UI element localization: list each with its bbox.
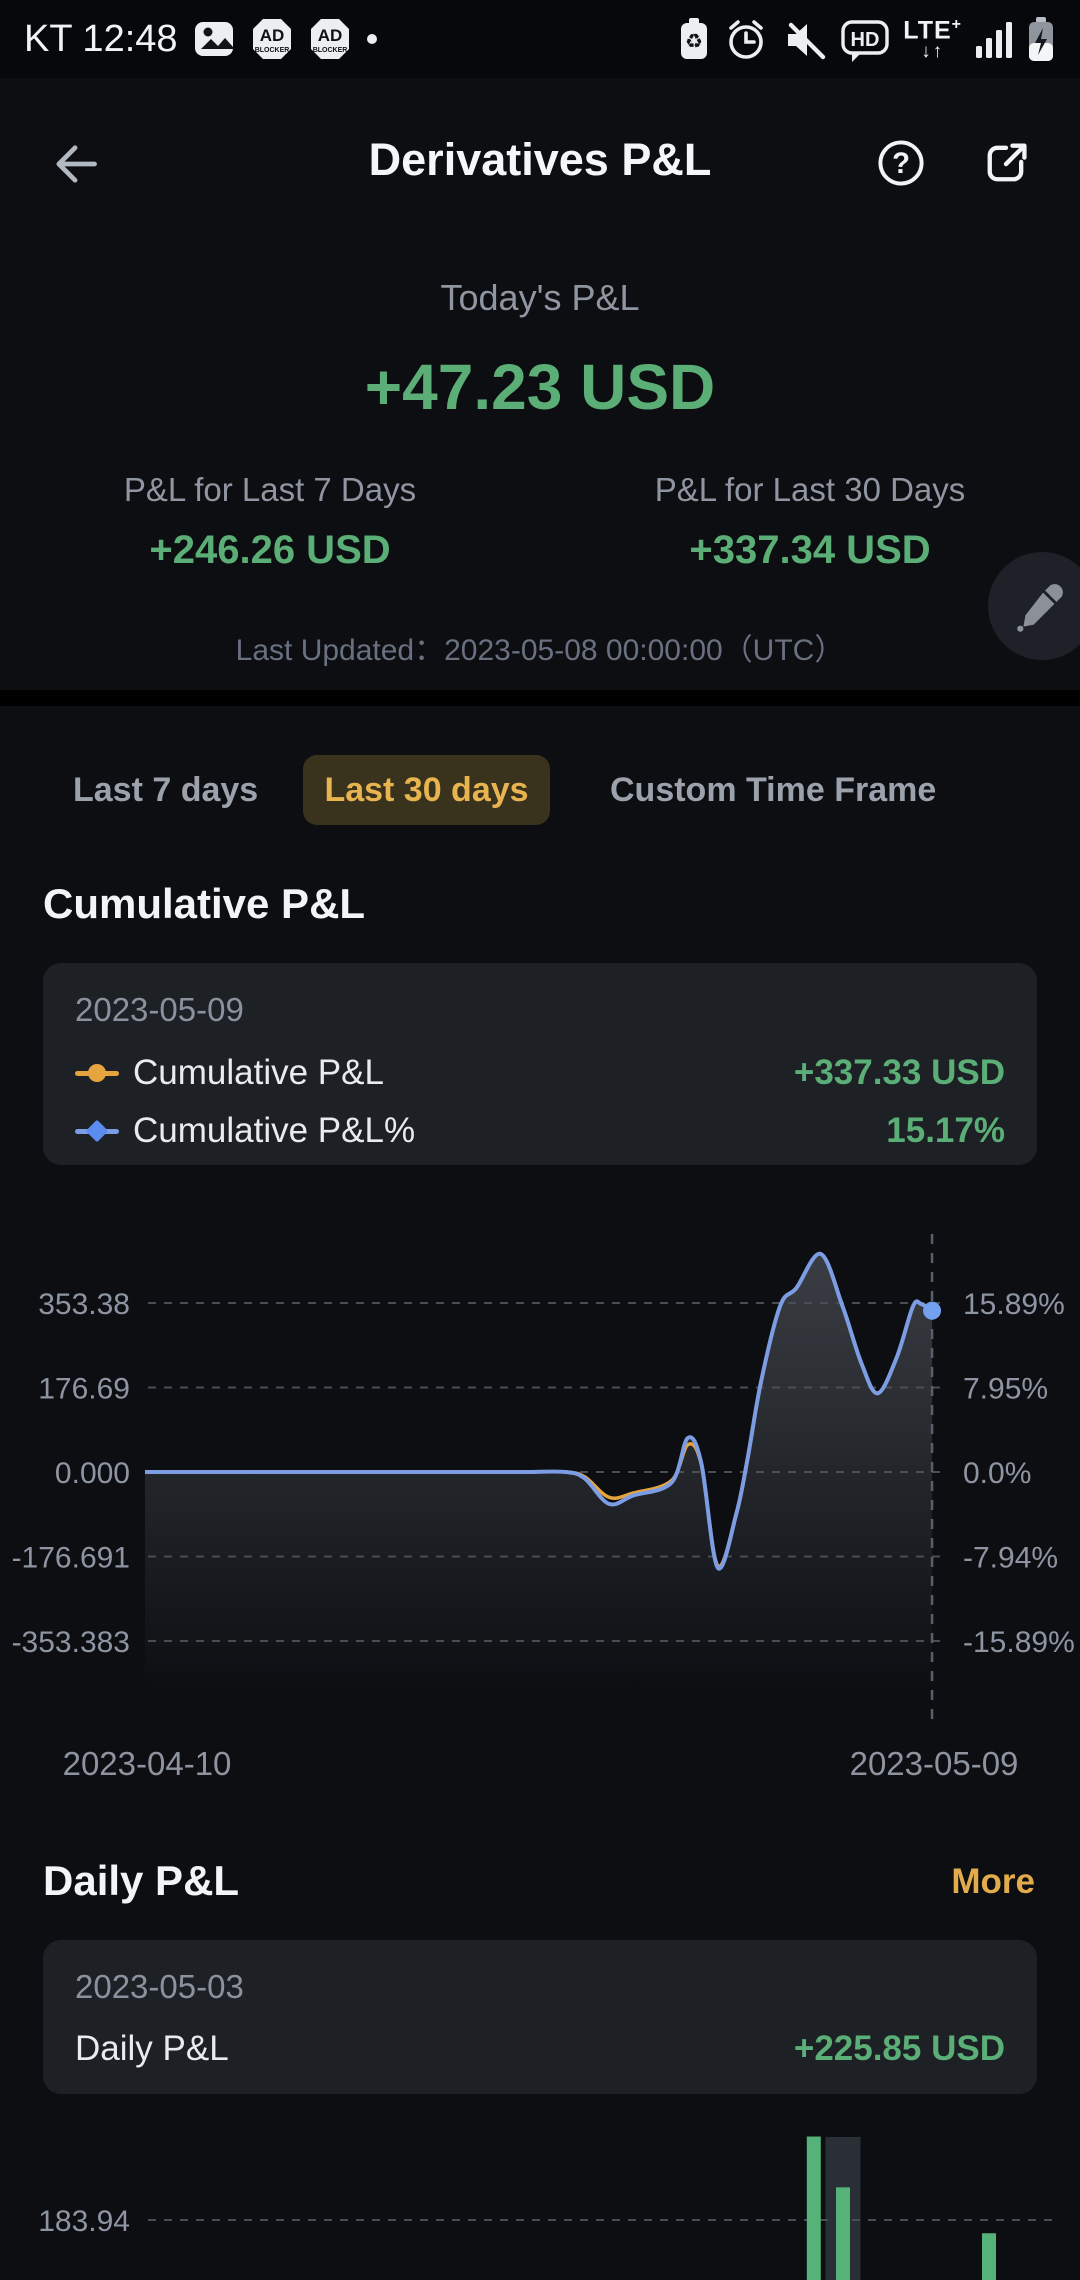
ad-blocker-icon: AD BLOCKER: [310, 19, 349, 59]
today-pnl-value: +47.23 USD: [364, 351, 716, 423]
tooltip-date: 2023-05-03: [75, 1968, 244, 2005]
share-export-icon: [987, 143, 1027, 182]
cumulative-chart[interactable]: 353.38 15.89% 176.69 7.95% 0.000 0.0% -176.691…: [0, 1230, 1080, 1790]
right-axis-tick: -7.94%: [963, 1542, 1058, 1575]
tab-last-7-days[interactable]: Last 7 days: [73, 771, 259, 809]
cumulative-tooltip-card: 2023-05-09 Cumulative P&L +337.33 USD Cu…: [43, 963, 1037, 1165]
mute-icon: [788, 22, 826, 60]
pnl-7d-value: +246.26 USD: [149, 528, 391, 572]
edit-fab-button[interactable]: [988, 552, 1080, 660]
notification-dot: [366, 34, 377, 44]
daily-tooltip-card: 2023-05-03 Daily P&L +225.85 USD: [43, 1940, 1037, 2094]
right-axis-tick: 7.95%: [963, 1373, 1048, 1406]
right-axis-tick: 15.89%: [963, 1288, 1065, 1321]
right-axis-tick: 0.0%: [963, 1457, 1031, 1490]
right-axis-tick: -15.89%: [963, 1626, 1075, 1659]
x-axis-tick: 2023-05-09: [850, 1745, 1019, 1782]
left-axis-tick: 176.69: [38, 1373, 130, 1406]
svg-text:BLOCKER: BLOCKER: [312, 47, 347, 54]
battery-saver-icon: ♻: [681, 18, 708, 59]
daily-bar: [836, 2187, 850, 2280]
help-icon: ?: [878, 140, 924, 186]
cumulative-pct-line: [144, 1251, 934, 1571]
left-axis-tick: 0.000: [55, 1457, 130, 1490]
status-bar: KT 12:48 AD BLOCKER AD BLOCKER: [0, 0, 1080, 78]
tooltip-row: Cumulative P&L% 15.17%: [75, 1111, 1005, 1151]
left-axis-tick: -353.383: [12, 1626, 130, 1659]
help-button[interactable]: ?: [873, 135, 929, 191]
signal-strength-icon: [976, 22, 1012, 58]
lte-plus-icon: LTE+ ↓↑: [903, 16, 962, 62]
svg-text:AD: AD: [317, 26, 342, 45]
share-button[interactable]: [978, 135, 1034, 191]
tooltip-row: Cumulative P&L +337.33 USD: [75, 1053, 1005, 1093]
left-axis-tick: 183.94: [38, 2205, 130, 2238]
more-link[interactable]: More: [951, 1862, 1035, 1901]
page-title: Derivatives P&L: [368, 134, 712, 185]
daily-heading: Daily P&L: [43, 1857, 240, 1904]
today-pnl-label: Today's P&L: [440, 277, 640, 318]
left-axis-tick: -176.691: [12, 1542, 130, 1575]
back-button[interactable]: [46, 136, 102, 192]
svg-text:?: ?: [892, 148, 910, 180]
tooltip-date: 2023-05-09: [75, 991, 244, 1028]
svg-text:AD: AD: [259, 26, 284, 45]
ad-blocker-icon: AD BLOCKER: [252, 19, 291, 59]
orange-circle-marker: [75, 1063, 119, 1083]
alarm-icon: [729, 20, 764, 59]
pencil-icon: [1017, 584, 1063, 632]
pnl-30d-value: +337.34 USD: [689, 528, 931, 572]
hd-call-icon: HD: [841, 20, 889, 62]
last-updated: Last Updated：2023-05-08 00:00:00（UTC）: [235, 634, 845, 667]
cumulative-heading: Cumulative P&L: [43, 880, 366, 927]
section-divider: [0, 690, 1080, 706]
gallery-icon: [194, 22, 233, 56]
daily-chart[interactable]: 183.94: [0, 2100, 1080, 2280]
svg-text:♻: ♻: [685, 31, 703, 53]
pnl-7d-label: P&L for Last 7 Days: [123, 471, 417, 508]
tab-last-30-days[interactable]: Last 30 days: [303, 755, 550, 825]
svg-text:BLOCKER: BLOCKER: [254, 47, 289, 54]
x-axis-tick: 2023-04-10: [63, 1745, 232, 1782]
daily-bar: [806, 2136, 821, 2280]
blue-diamond-marker: [75, 1119, 119, 1143]
pnl-30d-label: P&L for Last 30 Days: [654, 471, 966, 508]
tab-custom-time-frame[interactable]: Custom Time Frame: [610, 771, 937, 809]
tooltip-row: Daily P&L +225.85 USD: [75, 2029, 1005, 2068]
carrier-time: KT 12:48: [24, 17, 178, 60]
battery-charging-icon: [1029, 17, 1053, 61]
daily-bar: [982, 2233, 996, 2280]
left-axis-tick: 353.38: [38, 1288, 130, 1321]
end-point-dot: [923, 1301, 942, 1320]
back-arrow-icon: [56, 145, 97, 183]
svg-text:HD: HD: [851, 29, 880, 51]
